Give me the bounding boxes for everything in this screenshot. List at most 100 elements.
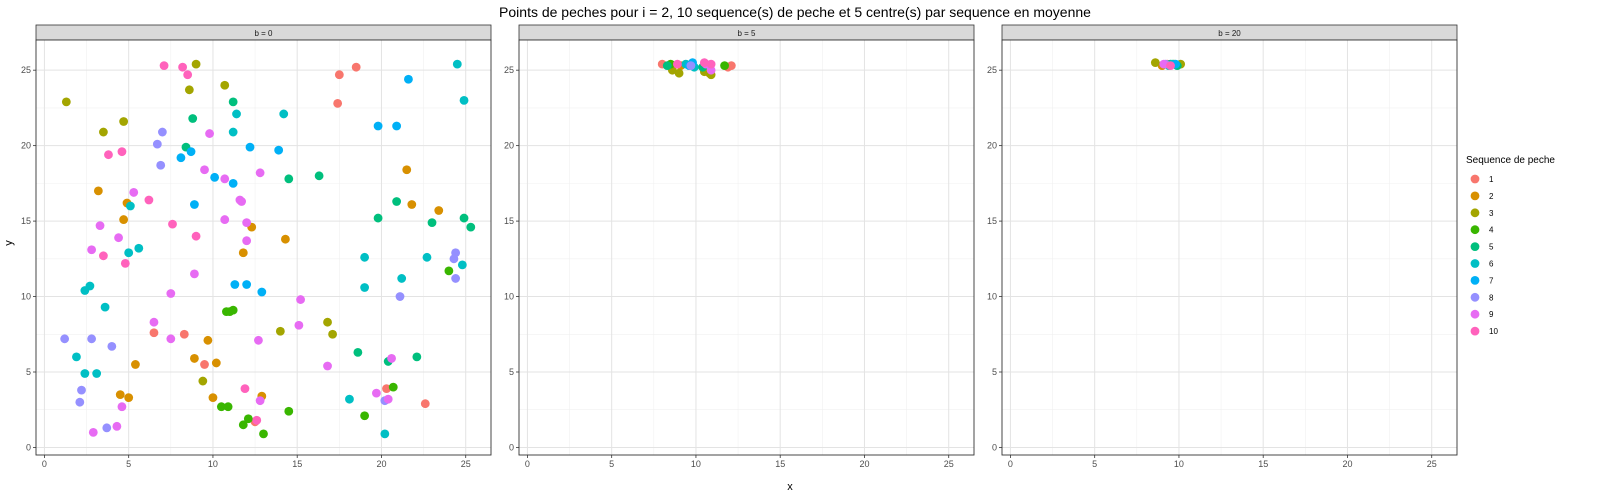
legend-key xyxy=(1470,191,1480,201)
panel-background xyxy=(1002,40,1457,455)
data-point-seq-2 xyxy=(203,335,213,345)
x-tick-label: 10 xyxy=(1174,459,1184,469)
major-grid xyxy=(36,40,491,455)
data-point-seq-9 xyxy=(242,218,252,228)
data-point-seq-6 xyxy=(92,369,102,378)
legend-key xyxy=(1470,174,1480,184)
data-point-seq-9 xyxy=(166,289,176,298)
data-point-seq-9 xyxy=(200,165,209,175)
major-grid xyxy=(1002,40,1457,455)
facet-strip-label: b = 5 xyxy=(737,29,756,38)
data-point-seq-2 xyxy=(131,360,140,369)
data-point-seq-10 xyxy=(1166,61,1175,71)
y-axis-title: y xyxy=(3,240,15,246)
facet-panels: b = 0 0 5 10 15 20 25 0 5 10 15 20 25 b = 5 0 5 10 15 20 25… xyxy=(21,24,1458,469)
legend-label: 2 xyxy=(1489,192,1494,201)
data-point-seq-6 xyxy=(80,286,90,295)
data-point-seq-8 xyxy=(157,127,167,137)
data-points xyxy=(60,59,476,439)
legend-item: 7 xyxy=(1470,276,1494,285)
legend-label: 4 xyxy=(1489,226,1494,235)
facet-strip-label: b = 0 xyxy=(254,29,273,38)
data-point-seq-1 xyxy=(726,61,736,71)
data-point-seq-9 xyxy=(112,421,122,431)
legend-key xyxy=(1470,242,1480,252)
data-point-seq-7 xyxy=(176,153,186,163)
data-point-seq-6 xyxy=(457,260,467,270)
data-point-seq-7 xyxy=(230,280,240,289)
x-tick-label: 5 xyxy=(1092,459,1097,469)
data-point-seq-6 xyxy=(452,59,462,69)
data-point-seq-1 xyxy=(420,399,430,409)
x-tick-label: 25 xyxy=(1427,459,1437,469)
data-point-seq-10 xyxy=(240,384,250,393)
data-point-seq-7 xyxy=(257,287,267,297)
data-point-seq-10 xyxy=(191,231,201,241)
data-point-seq-3 xyxy=(119,117,129,126)
data-point-seq-3 xyxy=(674,68,684,78)
y-tick-label: 20 xyxy=(987,141,997,151)
data-point-seq-4 xyxy=(243,414,253,424)
data-point-seq-8 xyxy=(102,423,112,433)
data-point-seq-4 xyxy=(444,266,454,276)
legend-label: 5 xyxy=(1489,243,1494,252)
data-point-seq-1 xyxy=(334,70,344,80)
data-point-seq-10 xyxy=(168,219,177,229)
x-tick-label: 25 xyxy=(461,459,471,469)
data-point-seq-10 xyxy=(104,150,113,160)
y-tick-label: 10 xyxy=(987,292,997,302)
legend-item: 4 xyxy=(1470,225,1494,235)
legend-label: 6 xyxy=(1489,260,1494,269)
x-tick-label: 15 xyxy=(292,459,302,469)
legend-key xyxy=(1470,208,1480,218)
data-point-seq-7 xyxy=(210,172,220,182)
data-point-seq-6 xyxy=(72,352,81,362)
data-point-seq-6 xyxy=(100,302,110,312)
data-point-seq-5 xyxy=(412,352,422,362)
x-tick-label: 15 xyxy=(775,459,785,469)
data-point-seq-9 xyxy=(129,188,139,197)
legend-key xyxy=(1470,276,1480,285)
data-point-seq-2 xyxy=(434,206,444,215)
legend-label: 8 xyxy=(1489,293,1494,302)
data-point-seq-7 xyxy=(242,280,252,289)
data-point-seq-9 xyxy=(166,334,176,344)
legend-item: 5 xyxy=(1470,242,1494,252)
facet-panel: b = 20 0 5 10 15 20 25 0 5 10 15 20 25 xyxy=(987,24,1458,469)
panel-border xyxy=(35,39,492,456)
x-axis-title: x xyxy=(787,481,793,493)
panel-border xyxy=(1001,39,1458,456)
data-point-seq-9 xyxy=(117,402,127,412)
data-point-seq-9 xyxy=(87,245,97,255)
data-point-seq-6 xyxy=(397,274,407,283)
data-point-seq-10 xyxy=(183,70,193,80)
data-point-seq-1 xyxy=(200,360,209,369)
x-tick-label: 0 xyxy=(525,459,530,469)
data-point-seq-9 xyxy=(220,174,230,184)
data-point-seq-5 xyxy=(284,174,294,184)
data-point-seq-9 xyxy=(242,236,252,246)
data-point-seq-10 xyxy=(252,415,262,425)
data-point-seq-9 xyxy=(220,215,230,224)
data-point-seq-5 xyxy=(353,347,363,357)
data-point-seq-1 xyxy=(333,98,343,108)
y-tick-label: 0 xyxy=(992,442,997,452)
data-point-seq-2 xyxy=(119,215,129,224)
data-point-seq-9 xyxy=(1159,59,1169,69)
data-point-seq-2 xyxy=(238,248,248,258)
data-point-seq-8 xyxy=(156,160,166,170)
facet-panel: b = 0 0 5 10 15 20 25 0 5 10 15 20 25 xyxy=(21,24,492,469)
data-point-seq-6 xyxy=(422,252,432,262)
data-point-seq-3 xyxy=(1150,58,1160,68)
major-grid xyxy=(519,40,974,455)
data-point-seq-8 xyxy=(77,385,86,395)
data-point-seq-7 xyxy=(404,74,413,84)
y-tick-label: 10 xyxy=(504,292,514,302)
legend-item: 10 xyxy=(1470,326,1498,336)
data-point-seq-5 xyxy=(188,114,198,123)
x-tick-label: 20 xyxy=(859,459,869,469)
minor-grid xyxy=(1002,40,1457,455)
data-point-seq-7 xyxy=(228,178,238,188)
legend: Sequence de peche 1 2 3 4 5 6 7 8 9 10 xyxy=(1466,155,1555,336)
data-point-seq-10 xyxy=(144,195,154,205)
